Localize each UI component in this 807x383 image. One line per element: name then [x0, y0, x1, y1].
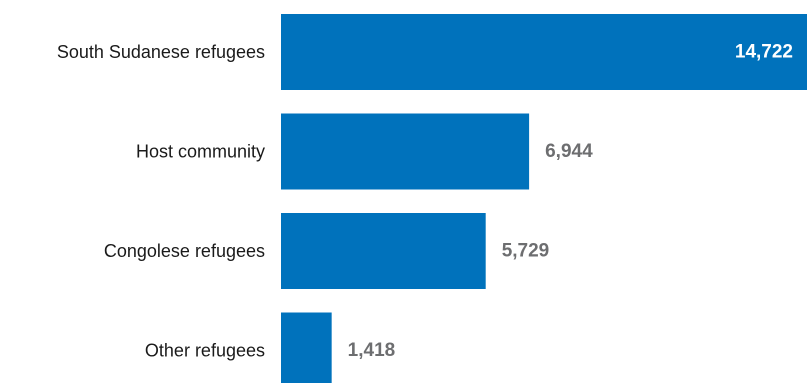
- category-label: Host community: [136, 142, 265, 162]
- value-label: 1,418: [348, 340, 396, 361]
- value-label: 14,722: [735, 42, 793, 63]
- bar: [281, 213, 486, 289]
- category-label: Congolese refugees: [104, 241, 265, 261]
- value-label: 5,729: [502, 241, 550, 262]
- bars-layer: South Sudanese refugees 14,722 Host commun…: [57, 14, 807, 383]
- value-label: 6,944: [545, 141, 593, 162]
- bar: [281, 312, 332, 383]
- bar: [281, 14, 807, 90]
- category-label: South Sudanese refugees: [57, 42, 265, 62]
- bar: [281, 113, 530, 190]
- category-label: Other refugees: [145, 341, 265, 361]
